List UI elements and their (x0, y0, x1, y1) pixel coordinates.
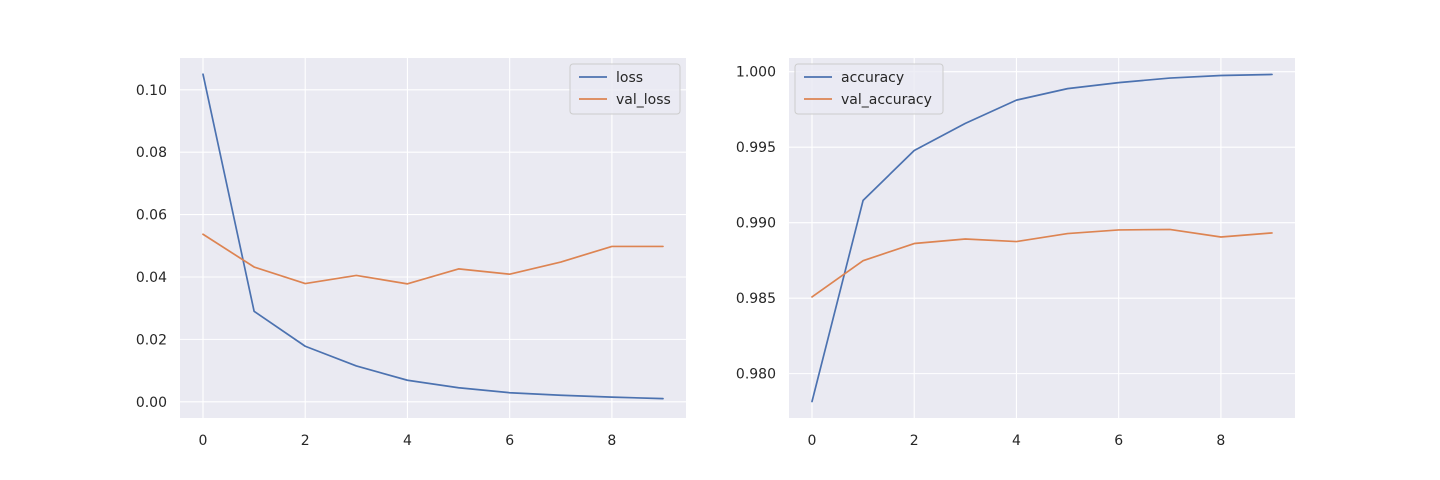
chart-1-plot-area (180, 58, 686, 418)
chart-2-y-tick-label: 1.000 (736, 65, 776, 81)
chart-2-x-tick-label: 0 (808, 433, 817, 449)
chart-2-x-tick-label: 2 (910, 433, 919, 449)
chart-1-y-tick-label: 0.00 (136, 395, 167, 411)
chart-1-y-tick-label: 0.06 (136, 208, 167, 224)
chart-2: 0 2 4 6 8 0.980 0.985 0.990 0.995 1.000 accuracy va… (736, 58, 1295, 449)
chart-2-y-tick-label: 0.995 (736, 140, 776, 156)
chart-2-x-tick-label: 8 (1216, 433, 1225, 449)
chart-1-y-tick-label: 0.08 (136, 145, 167, 161)
chart-1-series-loss (202, 73, 664, 400)
chart-2-legend-label-accuracy: accuracy (841, 70, 904, 86)
chart-2-series-accuracy (811, 73, 1273, 403)
chart-1-y-tick-label: 0.10 (136, 83, 167, 99)
chart-1-y-tick-label: 0.04 (136, 270, 167, 286)
chart-2-legend: accuracy val_accuracy (794, 63, 944, 115)
chart-1-legend-label-loss: loss (616, 70, 643, 86)
chart-2-legend-label-val-accuracy: val_accuracy (841, 92, 932, 108)
chart-2-x-tick-label: 4 (1012, 433, 1021, 449)
chart-1-series-val-loss (202, 233, 664, 285)
chart-1-x-tick-label: 2 (301, 433, 310, 449)
chart-1-x-tick-label: 6 (505, 433, 514, 449)
chart-1-legend-label-val-loss: val_loss (616, 92, 671, 108)
chart-2-y-tick-label: 0.980 (736, 367, 776, 383)
chart-2-x-tick-label: 6 (1114, 433, 1123, 449)
chart-1-x-tick-label: 4 (403, 433, 412, 449)
chart-2-y-tick-label: 0.990 (736, 216, 776, 232)
chart-1-x-tick-label: 0 (199, 433, 208, 449)
chart-1-y-tick-label: 0.02 (136, 332, 167, 348)
chart-1-legend: loss val_loss (569, 63, 681, 115)
chart-1-x-tick-label: 8 (607, 433, 616, 449)
chart-2-y-tick-label: 0.985 (736, 291, 776, 307)
chart-2-series-val-accuracy (811, 228, 1273, 298)
chart-1: 0 2 4 6 8 0.00 0.02 0.04 0.06 0.08 0.10 loss val_los… (136, 58, 686, 449)
